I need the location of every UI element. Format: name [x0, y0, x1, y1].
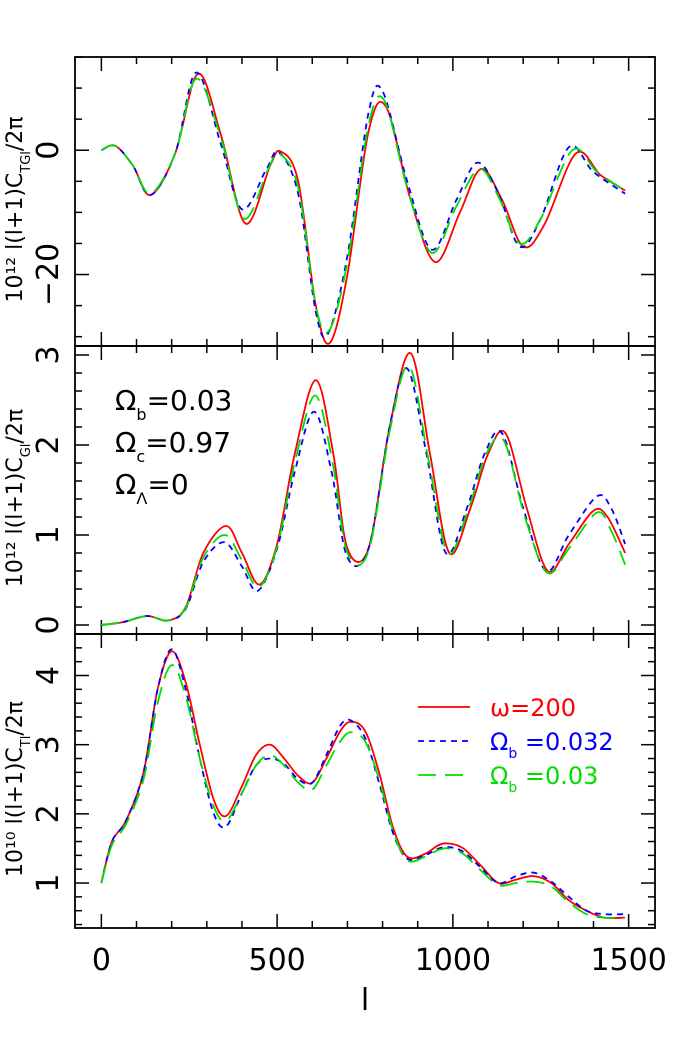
panel-bottom: 1 2 3 4 10¹⁰ l(l+1)CTl/2π 0 500 1000 1500 l ω=200 Ω… [3, 633, 667, 1018]
x-tick-label: 500 [248, 943, 305, 978]
series-green-line [100, 77, 626, 334]
y-tick-label: 3 [31, 735, 66, 754]
legend-label: Ωb =0.032 [490, 728, 614, 762]
series-red-line [100, 72, 626, 345]
y-tick-label: 1 [31, 873, 66, 892]
x-tick-label: 0 [92, 943, 111, 978]
y-tick-label: 4 [31, 666, 66, 685]
legend-label: ω=200 [490, 694, 576, 722]
series-blue-line [100, 71, 626, 339]
y-tick-label: 2 [31, 435, 66, 454]
y-axis-label: 10¹² l(l+1)CTGl/2π [3, 116, 34, 302]
x-axis-label: l [361, 983, 369, 1018]
series-blue-line [101, 367, 626, 626]
y-tick-label: 1 [31, 525, 66, 544]
series-green-line [100, 664, 626, 919]
series-blue-line [100, 648, 626, 916]
y-axis-label: 10¹² l(l+1)CGl/2π [3, 409, 34, 587]
y-axis-label: 10¹⁰ l(l+1)CTl/2π [3, 701, 34, 877]
annotation-text: Ωb=0.03 [115, 384, 232, 424]
y-tick-label: 0 [31, 615, 66, 634]
legend-label: Ωb =0.03 [490, 762, 598, 796]
annotation-text: Ωc=0.97 [115, 426, 231, 466]
series-red-line [100, 650, 626, 920]
series-group [100, 71, 626, 345]
panel-frame [74, 633, 656, 929]
series-group [100, 648, 626, 920]
y-tick-label: 0 [31, 141, 66, 160]
series-red-line [101, 352, 626, 626]
series-green-line [101, 364, 626, 626]
y-tick-label: −20 [31, 243, 66, 306]
x-tick-label: 1500 [590, 943, 666, 978]
y-tick-label: 3 [31, 345, 66, 364]
x-tick-label: 1000 [415, 943, 491, 978]
series-group [101, 352, 626, 626]
y-tick-label: 2 [31, 804, 66, 823]
annotation-text: ΩΛ=0 [115, 468, 189, 508]
panel-frame [74, 56, 656, 347]
